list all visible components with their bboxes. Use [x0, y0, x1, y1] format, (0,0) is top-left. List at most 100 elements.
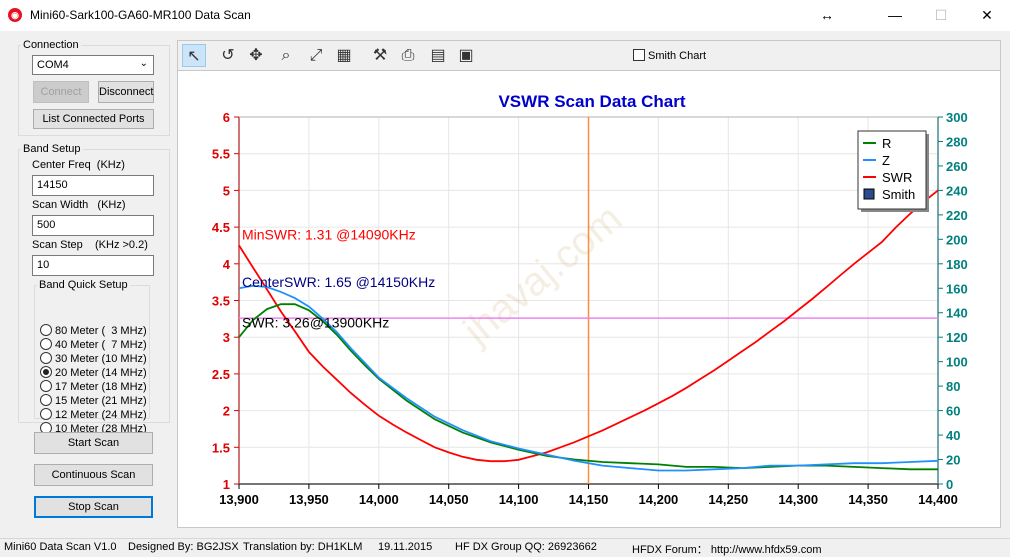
band-radio-label: 80 Meter ( 3 MHz) [55, 325, 147, 337]
band-radio-option[interactable]: 30 Meter (10 MHz) [40, 352, 147, 366]
connect-button[interactable]: Connect [33, 81, 89, 103]
band-radio-option[interactable]: 17 Meter (18 MHz) [40, 380, 147, 394]
checkbox-box[interactable] [633, 49, 645, 61]
band-radio-option[interactable]: 80 Meter ( 3 MHz) [40, 324, 147, 338]
chart-panel[interactable]: VSWR Scan Data Chart 1 1.5 2 2.5 3 3.5 4 4.5 5 5.… [177, 70, 1001, 528]
left-tick-label: 2 [223, 404, 230, 419]
radio-icon[interactable] [40, 394, 52, 406]
scan-width-label: Scan Width (KHz) [32, 199, 126, 211]
legend-label: R [882, 136, 891, 151]
scan-step-input[interactable]: 10 [32, 255, 154, 276]
left-tick-label: 4 [223, 257, 231, 272]
left-panel: Connection COM4 ⌄ Connect Disconnect Lis… [0, 31, 176, 538]
zoom-fit-icon[interactable]: ⤢ [309, 47, 323, 64]
print-preview-icon[interactable]: ▤ [430, 47, 446, 64]
right-tick-label: 260 [946, 159, 968, 174]
left-tick-label: 1 [223, 477, 230, 492]
radio-icon[interactable] [40, 338, 52, 350]
right-tick-label: 40 [946, 428, 960, 443]
band-radio-label: 17 Meter (18 MHz) [55, 381, 147, 393]
resize-icon[interactable]: ↔ [820, 7, 834, 23]
close-button[interactable]: ✕ [981, 7, 993, 23]
band-setup-group-label: Band Setup [23, 143, 81, 155]
pointer-icon[interactable]: ↖ [182, 44, 206, 67]
right-tick-label: 220 [946, 208, 968, 223]
x-tick-label: 14,400 [918, 492, 958, 507]
right-tick-label: 0 [946, 477, 953, 492]
status-version: Mini60 Data Scan V1.0 [4, 541, 117, 553]
port-select[interactable]: COM4 ⌄ [32, 55, 154, 75]
legend-swatch-box [863, 188, 875, 200]
radio-icon[interactable] [40, 352, 52, 364]
left-tick-label: 3 [223, 330, 230, 345]
zoom-icon[interactable]: ⌕ [281, 47, 291, 64]
right-tick-label: 100 [946, 355, 968, 370]
band-quick-setup-label: Band Quick Setup [39, 279, 128, 291]
x-tick-label: 14,150 [569, 492, 609, 507]
annotation-label: CenterSWR: 1.65 @14150KHz [242, 274, 435, 290]
left-tick-label: 2.5 [212, 367, 230, 382]
radio-icon[interactable] [40, 380, 52, 392]
left-tick-label: 5 [223, 183, 230, 198]
save-icon[interactable]: ▣ [458, 47, 474, 64]
series-line-swr [238, 189, 939, 463]
band-quick-setup-group: Band Quick Setup [34, 279, 150, 419]
x-tick-label: 14,350 [848, 492, 888, 507]
continuous-scan-button[interactable]: Continuous Scan [34, 464, 153, 486]
band-radio-option[interactable]: 12 Meter (24 MHz) [40, 408, 147, 422]
radio-selected-icon[interactable] [40, 366, 52, 378]
left-tick-label: 6 [223, 110, 230, 125]
left-tick-label: 4.5 [212, 220, 230, 235]
band-radio-label: 15 Meter (21 MHz) [55, 395, 147, 407]
legend-label: SWR [882, 170, 912, 185]
status-designer: Designed By: BG2JSX [128, 541, 239, 553]
status-bar: Mini60 Data Scan V1.0 Designed By: BG2JS… [0, 538, 1010, 557]
x-tick-label: 14,250 [708, 492, 748, 507]
band-radio-option[interactable]: 15 Meter (21 MHz) [40, 394, 147, 408]
connection-group-label: Connection [23, 39, 79, 51]
pan-icon[interactable]: ✥ [249, 47, 263, 64]
left-tick-label: 5.5 [212, 147, 230, 162]
right-tick-label: 160 [946, 281, 968, 296]
band-radio-option[interactable]: 40 Meter ( 7 MHz) [40, 338, 147, 352]
band-radio-label: 30 Meter (10 MHz) [55, 353, 147, 365]
annotation-label: MinSWR: 1.31 @14090KHz [242, 226, 416, 242]
band-radio-label: 40 Meter ( 7 MHz) [55, 339, 147, 351]
radio-icon[interactable] [40, 408, 52, 420]
radio-icon[interactable] [40, 324, 52, 336]
right-tick-label: 280 [946, 134, 968, 149]
band-radio-option[interactable]: 20 Meter (14 MHz) [40, 366, 147, 380]
right-tick-label: 200 [946, 232, 968, 247]
smith-chart-checkbox[interactable]: Smith Chart [633, 49, 706, 62]
right-tick-label: 20 [946, 453, 960, 468]
minimize-button[interactable]: — [888, 7, 902, 23]
list-ports-button[interactable]: List Connected Ports [33, 109, 154, 129]
smith-chart-label: Smith Chart [648, 50, 707, 62]
tools-icon[interactable]: ⚒ [372, 47, 388, 64]
x-tick-label: 14,200 [639, 492, 679, 507]
legend-label: Smith [882, 187, 915, 202]
undo-icon[interactable]: ↺ [221, 47, 235, 64]
x-tick-label: 14,300 [778, 492, 818, 507]
series-line-z [238, 284, 939, 472]
left-tick-label: 1.5 [212, 440, 230, 455]
center-freq-input[interactable]: 14150 [32, 175, 154, 196]
vswr-chart[interactable]: VSWR Scan Data Chart 1 1.5 2 2.5 3 3.5 4 4.5 5 5.… [178, 71, 1000, 527]
status-date: 19.11.2015 [378, 541, 433, 553]
start-scan-button[interactable]: Start Scan [34, 432, 153, 454]
center-freq-label: Center Freq (KHz) [32, 159, 125, 171]
right-tick-label: 180 [946, 257, 968, 272]
scan-step-hint: (KHz >0.2) [95, 239, 148, 251]
chart-toolbar: ↖ ↺ ✥ ⌕ ⤢ ▦ ⚒ ⎙ ▤ ▣ Smith Chart [177, 40, 1001, 70]
right-tick-label: 240 [946, 183, 968, 198]
print-icon[interactable]: ⎙ [401, 47, 415, 64]
right-tick-label: 120 [946, 330, 968, 345]
port-select-value: COM4 [37, 59, 69, 71]
status-forum: HFDX Forum： http://www.hfdx59.com [632, 544, 822, 556]
stop-scan-button[interactable]: Stop Scan [34, 496, 153, 518]
disconnect-button[interactable]: Disconnect [98, 81, 154, 103]
x-tick-label: 14,050 [429, 492, 469, 507]
status-translation: Translation by: DH1KLM [243, 541, 363, 553]
zoom-window-icon[interactable]: ▦ [336, 47, 352, 64]
scan-width-input[interactable]: 500 [32, 215, 154, 236]
